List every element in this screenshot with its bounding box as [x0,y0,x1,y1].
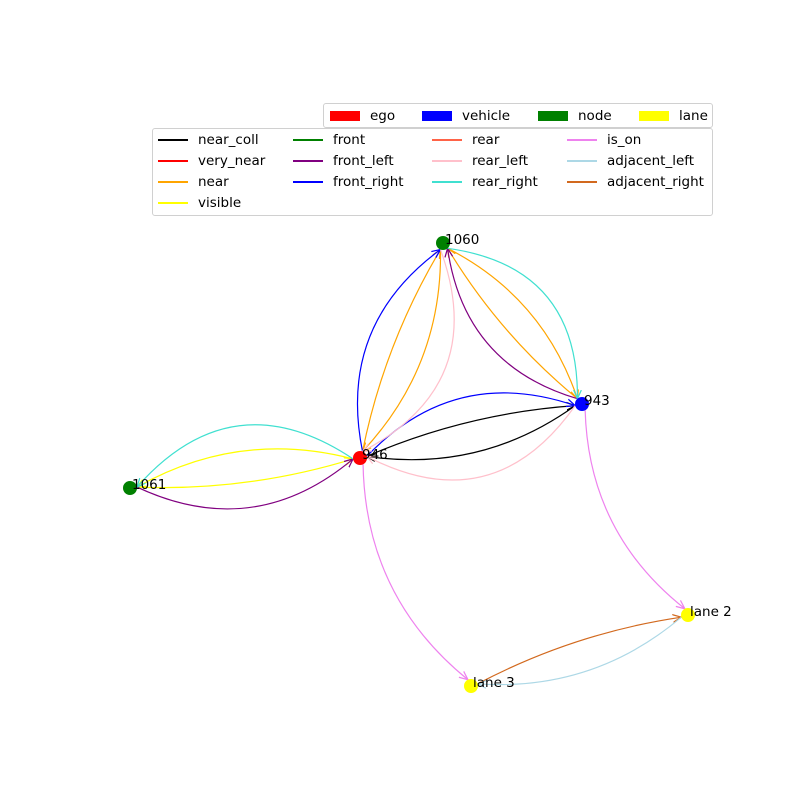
legend-label: very_near [198,153,266,169]
edge-front_right-946-to-1060 [356,250,440,452]
edge-layer [137,248,685,684]
label-layer: 1060 943 946 1061 lane 2 lane 3 [132,232,732,691]
node-label-1060: 1060 [445,232,479,248]
edge-front_right-946-to-943 [366,392,575,457]
legend-item-very-near: very_near [158,151,265,171]
legend-item-rear: rear [432,130,499,150]
edge-is_on-946-to-lane3 [362,464,468,679]
legend-item-near: near [158,172,229,192]
legend-label: visible [198,195,242,211]
legend-item-lane: lane [639,106,708,126]
front-swatch [293,139,323,141]
legend-label: front [333,132,366,148]
legend-item-near-coll: near_coll [158,130,259,150]
near-swatch [158,181,188,183]
legend-label: adjacent_left [607,153,695,169]
edge-near-946-to-1060 [361,250,441,452]
graph-node-1060 [436,236,450,250]
legend-item-is-on: is_on [567,130,641,150]
legend-item-front-right: front_right [293,172,404,192]
rear-right-swatch [432,181,462,183]
edge-near_coll-946-to-943 [366,406,575,457]
ego-patch [330,111,360,121]
edge-near-1060-to-943 [447,247,578,398]
edge-front_left-943-to-1060 [448,248,578,400]
edge-front_left-1061-to-946 [136,459,353,510]
is-on-swatch [567,139,597,141]
edge-rear_left-943-to-946 [367,405,576,481]
legend-label: node [578,108,612,124]
node-patch [538,111,568,121]
very-near-swatch [158,160,188,162]
legend-item-ego: ego [330,106,395,126]
edge-adjacent_right-lane3-to-lane2 [477,617,682,685]
legend-label: lane [679,108,708,124]
graph-node-946 [353,451,367,465]
node-type-legend: ego vehicle node lane [323,103,713,128]
graph-node-1061 [123,481,137,495]
edge-visible-1061-to-946 [136,459,353,489]
legend-label: adjacent_right [607,174,704,190]
legend-item-rear-left: rear_left [432,151,528,171]
adjacent-right-swatch [567,181,597,183]
legend-label: near [198,174,229,190]
edge-rear_right-1060-to-943 [447,247,578,398]
node-label-lane2: lane 2 [690,604,732,620]
near-coll-swatch [158,139,188,141]
rear-left-swatch [432,160,462,162]
graph-node-lane2 [681,608,695,622]
node-label-1061: 1061 [132,477,166,493]
visible-swatch [158,202,188,204]
edge-near-943-to-1060 [448,248,578,400]
lane-patch [639,111,669,121]
node-label-943: 943 [584,393,610,409]
legend-item-front-left: front_left [293,151,394,171]
legend-label: ego [370,108,396,124]
node-label-lane3: lane 3 [473,675,515,691]
adjacent-left-swatch [567,160,597,162]
rear-swatch [432,139,462,141]
legend-label: is_on [607,132,642,148]
node-label-946: 946 [362,447,388,463]
edge-near_coll-943-to-946 [367,405,576,460]
edge-rear_left-1060-to-946 [363,249,455,452]
legend-item-rear-right: rear_right [432,172,538,192]
legend-label: front_left [333,153,394,169]
edge-adjacent_left-lane2-to-lane3 [478,616,682,684]
edge-rear_right-946-to-1061 [137,424,354,487]
node-layer [123,236,695,693]
vehicle-patch [422,111,452,121]
graph-node-943 [575,397,589,411]
front-right-swatch [293,181,323,183]
graph-node-lane3 [464,679,478,693]
legend-label: rear_right [472,174,538,190]
legend-label: near_coll [198,132,259,148]
edge-relation-legend: near_coll very_near near visible front f… [152,128,713,216]
legend-label: vehicle [462,108,511,124]
legend-item-vehicle: vehicle [422,106,510,126]
edge-near-1060-to-946 [363,249,442,452]
front-left-swatch [293,160,323,162]
edge-is_on-943-to-lane2 [584,410,685,608]
legend-item-adjacent-left: adjacent_left [567,151,694,171]
legend-item-node: node [538,106,612,126]
legend-item-front: front [293,130,365,150]
legend-label: rear_left [472,153,528,169]
edge-visible-946-to-1061 [137,448,354,487]
legend-item-visible: visible [158,193,241,213]
legend-item-adjacent-right: adjacent_right [567,172,704,192]
legend-label: front_right [333,174,404,190]
legend-label: rear [472,132,500,148]
